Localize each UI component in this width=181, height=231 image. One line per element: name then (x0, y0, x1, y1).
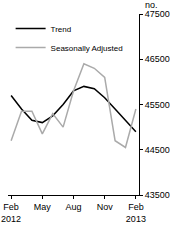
svg-text:44500: 44500 (145, 145, 170, 155)
svg-text:45500: 45500 (145, 100, 170, 110)
svg-text:Trend: Trend (51, 25, 72, 34)
svg-text:May: May (34, 202, 52, 212)
svg-text:Seasonally Adjusted: Seasonally Adjusted (51, 44, 123, 53)
svg-text:46500: 46500 (145, 54, 170, 64)
svg-text:Feb2013: Feb2013 (126, 202, 146, 224)
svg-text:Nov: Nov (97, 202, 114, 212)
svg-text:no.: no. (145, 0, 158, 10)
svg-text:47500: 47500 (145, 9, 170, 19)
svg-text:Aug: Aug (65, 202, 81, 212)
svg-text:43500: 43500 (145, 190, 170, 200)
svg-text:Feb2012: Feb2012 (1, 202, 21, 224)
